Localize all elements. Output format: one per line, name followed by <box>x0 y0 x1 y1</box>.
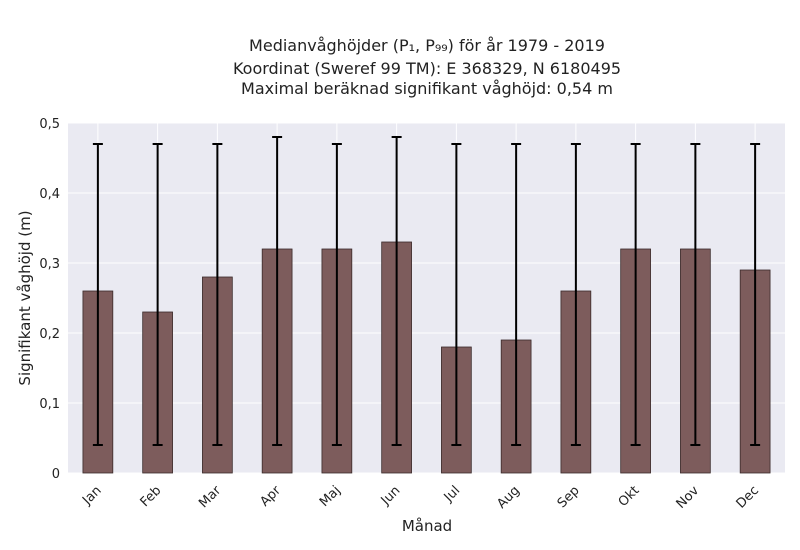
error-bar-apr <box>272 136 283 446</box>
x-tick-labels: Jan Feb Mar Apr Maj Jun Jul Aug Sep Okt Nov Dec <box>79 483 762 512</box>
y-axis-label: Signifikant våghöjd (m) <box>16 210 34 385</box>
x-tick-label: Sep <box>555 483 583 511</box>
y-tick-label: 0,3 <box>39 257 60 272</box>
x-tick-label: Okt <box>616 483 643 510</box>
y-tick-labels: 0 0,1 0,2 0,3 0,4 0,5 <box>39 117 60 482</box>
error-bar-maj <box>331 143 342 446</box>
error-bar-okt <box>630 143 641 446</box>
error-bar-jul <box>451 143 462 446</box>
x-tick-label: Feb <box>138 483 165 510</box>
title-line-1: Medianvåghöjder (P₁, P₉₉) för år 1979 - … <box>249 36 605 55</box>
y-tick-label: 0,1 <box>39 397 60 412</box>
x-tick-label: Dec <box>734 483 762 511</box>
error-bar-feb <box>152 143 163 446</box>
x-tick-label: Aug <box>494 483 523 512</box>
x-tick-label: Jun <box>378 483 404 509</box>
error-bar-dec <box>750 143 761 446</box>
y-tick-label: 0,2 <box>39 327 60 342</box>
x-axis-label: Månad <box>402 517 452 535</box>
x-tick-label: Maj <box>317 483 344 510</box>
x-tick-label: Mar <box>196 483 224 511</box>
error-bars <box>92 136 761 446</box>
title-line-2: Koordinat (Sweref 99 TM): E 368329, N 61… <box>233 59 621 78</box>
plot-area <box>68 123 785 473</box>
error-bar-jun <box>391 136 402 446</box>
error-bar-jan <box>92 143 103 446</box>
x-tick-label: Nov <box>674 483 703 512</box>
chart-title: Medianvåghöjder (P₁, P₉₉) för år 1979 - … <box>233 36 621 98</box>
x-tick-label: Jul <box>441 483 463 505</box>
y-tick-label: 0,5 <box>39 117 60 132</box>
x-tick-label: Apr <box>257 483 284 510</box>
error-bar-mar <box>212 143 223 446</box>
error-bar-nov <box>690 143 701 446</box>
title-line-3: Maximal beräknad signifikant våghöjd: 0,… <box>241 79 613 98</box>
error-bar-sep <box>570 143 581 446</box>
y-tick-label: 0,4 <box>39 187 60 202</box>
y-tick-label: 0 <box>52 467 60 482</box>
x-tick-label: Jan <box>79 483 104 508</box>
error-bar-aug <box>511 143 522 446</box>
